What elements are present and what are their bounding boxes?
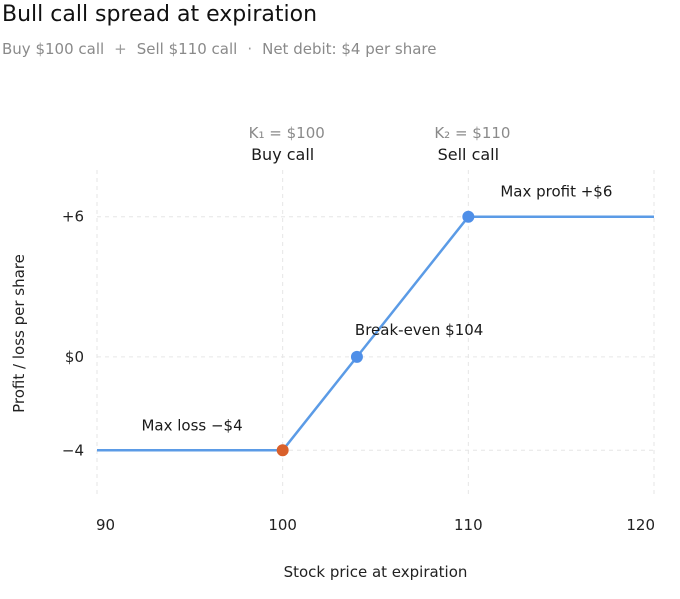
subtitle-buy-leg: Buy $100 call	[2, 40, 105, 58]
x-tick-label: 100	[268, 516, 297, 534]
annotation-label: Max loss −$4	[141, 416, 242, 434]
chart-title: Bull call spread at expiration	[2, 2, 318, 27]
strike-value-label: K₂ = $110	[434, 124, 510, 142]
data-point-marker	[462, 210, 475, 223]
subtitle-dot: ·	[247, 40, 253, 58]
strike-name-label: Buy call	[251, 145, 314, 164]
subtitle-sell-leg: Sell $110 call	[136, 40, 238, 58]
x-axis-title: Stock price at expiration	[284, 563, 468, 581]
subtitle-net-debit: Net debit: $4 per share	[262, 40, 437, 58]
y-tick-label: +6	[62, 208, 84, 226]
x-tick-label: 120	[626, 516, 655, 534]
chart-subtitle: Buy $100 call + Sell $110 call · Net debit: …	[2, 40, 436, 58]
y-axis-title: Profit / loss per share	[10, 254, 28, 413]
x-tick-label: 110	[454, 516, 483, 534]
subtitle-plus: +	[114, 40, 127, 58]
data-point-marker	[276, 444, 289, 457]
strike-name-label: Sell call	[438, 145, 499, 164]
annotation-label: Max profit +$6	[500, 183, 612, 201]
y-tick-label: −4	[62, 441, 84, 459]
annotation-label: Break-even $104	[355, 321, 483, 339]
strike-value-label: K₁ = $100	[249, 124, 325, 142]
y-tick-label: $0	[65, 348, 84, 366]
data-point-marker	[350, 350, 363, 363]
x-tick-label: 90	[96, 516, 115, 534]
